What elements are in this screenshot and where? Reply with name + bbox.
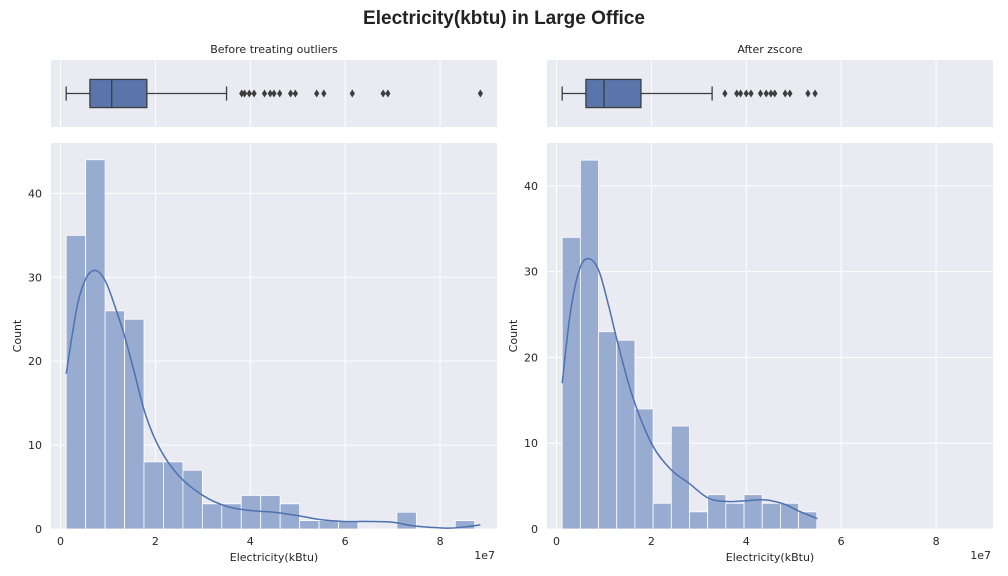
y-tick-label: 10 <box>524 437 538 450</box>
boxplot-title: After zscore <box>737 43 802 56</box>
boxplot-title: Before treating outliers <box>210 43 338 56</box>
y-tick-label: 0 <box>531 523 538 536</box>
boxplot-outlier <box>743 89 749 98</box>
x-tick-label: 4 <box>743 535 750 548</box>
histogram-bar <box>689 511 709 530</box>
histogram-bar <box>143 461 164 530</box>
histogram-bar <box>616 339 636 530</box>
histogram-bar <box>163 461 184 530</box>
histogram-bar <box>279 503 301 530</box>
y-tick-label: 40 <box>28 187 42 200</box>
histogram-bar <box>761 502 781 530</box>
boxplot-outlier <box>380 89 386 98</box>
x-axis-label: Electricity(kBtu) <box>726 551 814 564</box>
histogram-bar <box>201 503 223 530</box>
histogram-panel-2: 0 2 4 6 8 0 10 20 30 40 Electricity(kBtu) Count 1e7 <box>507 143 993 564</box>
boxplot-outlier <box>292 89 298 98</box>
histogram-bar <box>725 502 745 530</box>
boxplot-outlier <box>763 89 769 98</box>
histogram-bar <box>579 159 599 530</box>
x-tick-label: 6 <box>838 535 845 548</box>
x-tick-label: 0 <box>553 535 560 548</box>
boxplot-outlier <box>321 89 327 98</box>
boxplot-panel-1: Before treating outliers <box>51 43 497 127</box>
y-axis-label: Count <box>507 319 520 352</box>
histogram-bar <box>182 469 203 530</box>
y-tick-label: 30 <box>28 271 42 284</box>
histogram-bar <box>299 520 320 530</box>
boxplot-outlier <box>246 89 252 98</box>
y-axis-label: Count <box>11 319 24 352</box>
x-tick-label: 8 <box>437 535 444 548</box>
figure-title: Electricity(kbtu) in Large Office <box>363 8 645 29</box>
y-tick-label: 0 <box>35 523 42 536</box>
x-tick-label: 8 <box>933 535 940 548</box>
kde-line <box>65 269 481 529</box>
x-tick-label: 2 <box>648 535 655 548</box>
boxplot-box <box>89 78 148 109</box>
boxplot-outlier <box>782 89 788 98</box>
boxplot-outlier <box>737 89 744 98</box>
boxplot-outlier <box>722 89 728 98</box>
x-tick-label: 2 <box>152 535 159 548</box>
histogram-bar <box>124 318 145 530</box>
boxplot-outlier <box>787 89 793 98</box>
y-tick-label: 20 <box>28 355 42 368</box>
y-tick-label: 30 <box>524 266 538 279</box>
x-tick-label: 4 <box>247 535 254 548</box>
histogram-bar <box>104 310 125 530</box>
boxplot-outlier <box>288 89 294 98</box>
histogram-bar <box>85 159 106 530</box>
y-tick-label: 40 <box>524 180 538 193</box>
histogram-bar <box>598 331 618 530</box>
histogram-panel-1: 0 2 4 6 8 0 10 20 30 40 Electricity(kBtu) Count 1e7 <box>11 143 497 564</box>
kde-line <box>561 257 818 520</box>
boxplot-outlier <box>748 89 754 98</box>
histogram-bar <box>396 511 417 530</box>
histogram-bar <box>561 236 581 530</box>
x-axis-offset-label: 1e7 <box>970 549 991 562</box>
boxplot-outlier <box>267 89 273 98</box>
boxplot-outlier <box>261 89 268 98</box>
boxplot-outlier <box>734 89 740 98</box>
histogram-bar <box>240 495 262 530</box>
histogram-bar <box>454 520 476 530</box>
boxplot-panel-2: After zscore <box>547 43 993 127</box>
x-tick-label: 0 <box>57 535 64 548</box>
x-axis-offset-label: 1e7 <box>474 549 495 562</box>
boxplot-outlier <box>757 89 764 98</box>
boxplot-outlier <box>812 89 818 98</box>
boxplot-outlier <box>349 89 355 98</box>
boxplot-outlier <box>241 89 248 98</box>
y-tick-label: 20 <box>524 351 538 364</box>
histogram-bar <box>338 520 359 530</box>
x-axis-label: Electricity(kBtu) <box>230 551 318 564</box>
boxplot-outlier <box>772 89 778 98</box>
boxplot-box <box>585 78 642 109</box>
boxplot-outlier <box>477 89 483 98</box>
boxplot-outlier <box>768 89 774 98</box>
histogram-bar <box>65 234 87 530</box>
x-tick-label: 6 <box>342 535 349 548</box>
histogram-bar <box>318 520 339 530</box>
y-tick-label: 10 <box>28 439 42 452</box>
boxplot-outlier <box>239 89 245 98</box>
boxplot-outlier <box>251 89 257 98</box>
histogram-bar <box>652 502 672 530</box>
boxplot-outlier <box>277 89 283 98</box>
boxplot-outlier <box>271 89 277 98</box>
boxplot-outlier <box>385 89 391 98</box>
boxplot-outlier <box>314 89 320 98</box>
boxplot-outlier <box>805 89 811 98</box>
